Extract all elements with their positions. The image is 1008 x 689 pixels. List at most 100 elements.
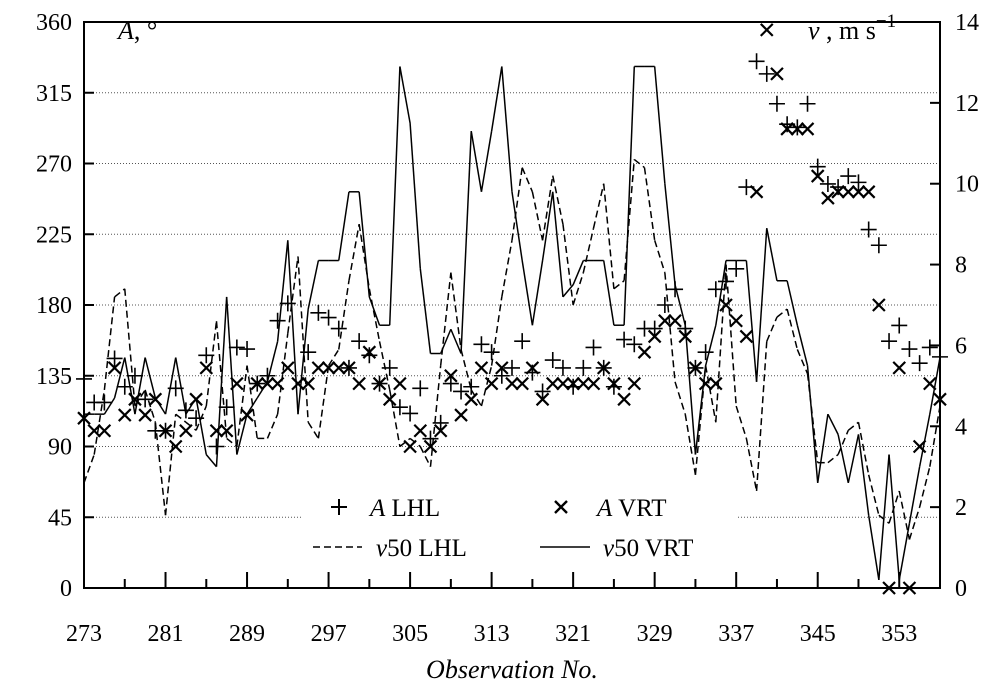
y-left-tick-label: 180	[36, 293, 72, 319]
a-lhl-point	[208, 438, 225, 455]
v50-vrt-segment	[460, 131, 472, 354]
a-lhl-point	[330, 320, 347, 337]
a-vrt-point	[790, 122, 805, 136]
v50-vrt-segment	[674, 284, 686, 326]
v50-lhl-segment	[480, 365, 493, 407]
v50-vrt-segment	[358, 191, 371, 297]
a-lhl-point	[565, 378, 582, 395]
a-lhl-point	[422, 430, 439, 447]
a-lhl-point	[96, 394, 113, 411]
y-right-tick-label: 10	[955, 172, 979, 198]
v50-vrt-segment	[653, 66, 666, 184]
v50-vrt-segment	[827, 413, 839, 435]
v50-lhl-segment	[613, 280, 625, 290]
a-lhl-point	[789, 119, 806, 136]
v50-lhl-segment	[929, 405, 940, 467]
v50-lhl-segment	[511, 167, 523, 241]
a-vrt-point	[831, 185, 845, 199]
v50-lhl-segment	[552, 175, 564, 225]
v50-lhl-segment	[266, 413, 279, 439]
v50-lhl-segment	[602, 183, 615, 289]
v50-vrt-segment	[816, 414, 829, 483]
v50-vrt-segment	[307, 260, 320, 310]
y-left-tick-label: 315	[36, 81, 72, 107]
v50-lhl-segment	[409, 437, 421, 448]
a-vrt-point	[923, 376, 937, 391]
a-lhl-point	[269, 312, 286, 329]
a-vrt-point	[362, 345, 377, 359]
v50-vrt-segment	[185, 397, 197, 415]
v50-vrt-segment	[287, 240, 299, 415]
v50-lhl-segment	[531, 191, 544, 241]
v50-lhl-segment	[450, 272, 462, 350]
v50-lhl-segment	[918, 466, 931, 508]
a-lhl-point	[239, 341, 256, 358]
v50-lhl-segment	[378, 341, 391, 391]
v50-lhl-segment	[307, 421, 320, 439]
a-lhl-point	[799, 95, 816, 112]
a-vrt-point	[117, 408, 132, 422]
a-vrt-point	[556, 376, 570, 391]
v50-vrt-segment	[837, 434, 850, 484]
v50-lhl-segment	[664, 272, 676, 382]
a-vrt-point	[821, 191, 835, 205]
v50-vrt-segment	[898, 523, 911, 581]
v50-vrt-segment	[552, 191, 564, 297]
a-lhl-point	[748, 53, 765, 70]
v50-lhl-segment	[103, 296, 116, 390]
v50-lhl-segment	[490, 296, 503, 366]
v50-lhl-segment	[205, 321, 218, 407]
v50-lhl-segment	[317, 365, 330, 439]
v50-vrt-segment	[664, 183, 676, 285]
a-vrt-point	[841, 185, 856, 199]
v50-lhl-segment	[592, 183, 605, 229]
a-lhl-point	[137, 391, 154, 408]
v50-vrt-segment	[439, 328, 452, 354]
v50-vrt-segment	[501, 66, 513, 192]
v50-lhl-segment	[287, 256, 299, 334]
series-a-vrt	[77, 23, 947, 595]
x-tick-label: 337	[718, 621, 754, 647]
y-left-tick-label: 135	[36, 364, 72, 390]
v50-lhl-segment	[501, 240, 513, 298]
v50-vrt-segment	[450, 328, 462, 354]
v50-lhl-segment	[755, 341, 768, 492]
v50-vrt-segment	[602, 260, 615, 326]
v50-lhl-segment	[562, 224, 574, 306]
svg-text:A VRT: A VRT	[595, 495, 667, 522]
v50-vrt-segment	[908, 466, 921, 524]
a-vrt-point	[607, 376, 621, 391]
a-vrt-point	[586, 376, 601, 391]
a-lhl-point	[279, 295, 296, 312]
v50-lhl-segment	[674, 381, 686, 415]
a-lhl-point	[514, 333, 531, 350]
v50-lhl-segment	[114, 288, 126, 298]
a-vrt-point	[719, 298, 733, 312]
v50-lhl-segment	[327, 349, 340, 367]
a-vrt-point	[545, 376, 560, 391]
v50-lhl-segment	[195, 405, 207, 431]
v50-vrt-segment	[195, 397, 208, 455]
legend-item-v50-lhl: v50 LHL	[313, 535, 467, 562]
v50-vrt-segment	[215, 296, 228, 467]
a-vrt-point	[668, 313, 682, 328]
a-vrt-point	[505, 376, 519, 391]
v50-vrt-segment	[480, 131, 493, 192]
legend: A LHL A VRT v50 LHL v50 VRT	[302, 490, 737, 572]
a-vrt-point	[97, 424, 112, 438]
v50-vrt-segment	[766, 228, 778, 281]
a-lhl-point	[310, 304, 327, 321]
a-lhl-point	[534, 383, 551, 400]
a-vrt-point	[525, 361, 540, 375]
a-vrt-point	[433, 424, 448, 438]
a-lhl-point	[850, 174, 867, 191]
v50-lhl-segment	[297, 256, 309, 423]
a-vrt-point	[311, 361, 326, 375]
y-right-tick-label: 12	[955, 91, 979, 117]
x-tick-label: 297	[311, 621, 347, 647]
v50-vrt-segment	[225, 296, 238, 455]
a-vrt-point	[331, 361, 346, 375]
a-vrt-point	[515, 376, 529, 391]
v50-lhl-segment	[633, 158, 645, 169]
a-vrt-point	[647, 329, 662, 344]
